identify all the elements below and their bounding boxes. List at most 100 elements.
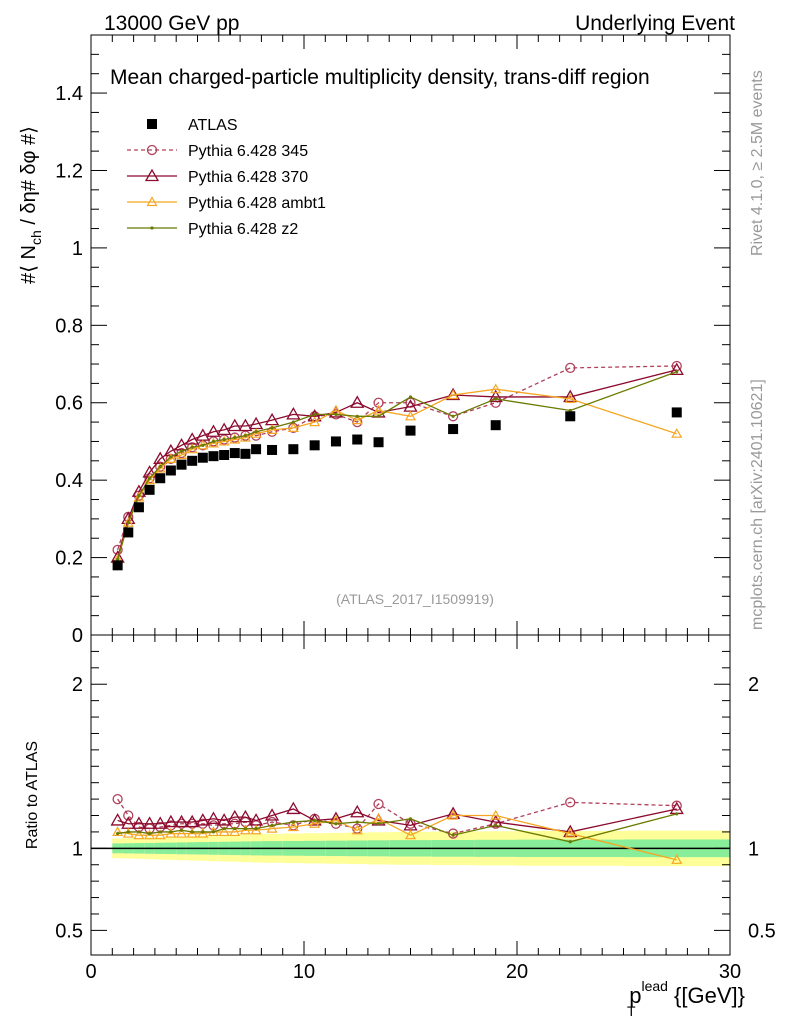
ratio-point	[112, 793, 123, 805]
ratio-point	[163, 814, 178, 828]
legend-item: Pythia 6.428 345	[127, 143, 308, 160]
main-point	[179, 449, 184, 453]
main-point	[116, 557, 120, 562]
ratio-point	[153, 816, 168, 829]
main-point	[288, 444, 299, 455]
ratio-bands	[91, 830, 730, 867]
main-point	[218, 434, 230, 445]
main-point	[563, 389, 578, 403]
main-point	[206, 424, 221, 437]
main-point	[408, 395, 413, 399]
main-point	[123, 527, 134, 538]
main-point	[376, 414, 381, 418]
legend-label: Pythia 6.428 z2	[188, 221, 298, 238]
ratio-point	[175, 827, 188, 838]
ratio-point	[334, 822, 338, 826]
main-point	[218, 435, 230, 446]
ratio-point	[174, 814, 189, 828]
ratio-point	[563, 824, 578, 838]
ratio-y-tick-label: 2	[72, 674, 83, 696]
main-point	[208, 436, 219, 447]
ratio-point	[355, 820, 359, 824]
ratio-point	[494, 823, 498, 827]
legend: ATLAS Pythia 6.428 345 Pythia 6.428 370 Pyt…	[127, 117, 326, 238]
legend-label: Pythia 6.428 ambt1	[188, 195, 326, 212]
x-label-main: p	[629, 983, 641, 1008]
main-point	[565, 362, 576, 374]
main-point	[154, 462, 166, 473]
main-point	[373, 404, 385, 415]
header-right: Underlying Event	[575, 12, 735, 35]
x-axis-label: plead {[GeV]}	[629, 978, 745, 1008]
ratio-point	[122, 827, 134, 838]
main-series-pythia-6-428-370	[110, 362, 684, 563]
legend-marker	[144, 168, 160, 182]
main-point	[233, 435, 237, 440]
main-point	[494, 397, 498, 401]
main-point	[137, 494, 141, 498]
main-point	[239, 431, 251, 442]
main-point	[351, 414, 363, 425]
legend-label: Pythia 6.428 370	[188, 169, 308, 186]
main-point	[126, 521, 130, 525]
main-point	[669, 362, 684, 375]
main-point	[287, 422, 299, 433]
x-label-unit: {[GeV]}	[668, 983, 745, 1008]
ratio-point	[201, 830, 205, 834]
ratio-point	[222, 827, 226, 831]
main-point	[251, 444, 262, 455]
main-series-pythia-6-428-ambt1	[112, 383, 683, 564]
y-tick-label: 0.8	[55, 315, 83, 337]
ratio-point	[126, 830, 130, 834]
ratio-point	[190, 830, 194, 834]
main-point	[197, 452, 208, 463]
main-point	[208, 451, 219, 462]
y-tick-label: 0	[72, 625, 83, 647]
ratio-series-line	[117, 814, 677, 861]
ratio-point	[565, 797, 576, 808]
main-point	[187, 455, 198, 466]
ratio-point	[158, 830, 162, 834]
ratio-frame	[90, 634, 731, 956]
main-series-line	[117, 388, 677, 560]
y-tick-label: 0.4	[55, 470, 83, 492]
main-point	[309, 416, 321, 427]
main-point	[568, 408, 572, 413]
ratio-point	[211, 830, 216, 834]
main-point	[309, 440, 320, 451]
main-series-line	[117, 371, 677, 560]
ratio-y-tick-label: 0.5	[55, 920, 83, 942]
main-point	[229, 432, 240, 443]
main-point	[291, 420, 295, 424]
main-point	[270, 426, 274, 430]
ratio-point	[165, 827, 177, 838]
main-frame	[90, 34, 731, 636]
main-point	[671, 407, 682, 418]
legend-item: ATLAS	[147, 117, 238, 134]
main-series-pythia-6-428-z2	[116, 370, 679, 562]
main-point	[355, 414, 359, 418]
legend-marker	[146, 196, 158, 207]
ratio-point	[445, 806, 461, 820]
x-tick-label: 0	[85, 961, 96, 983]
main-point	[488, 389, 503, 403]
ratio-point	[186, 827, 198, 838]
legend-label: ATLAS	[188, 117, 238, 134]
ratio-axis-ticks: 0.5 0.51 12 20 10 20 30	[55, 635, 776, 983]
main-point	[404, 410, 417, 421]
ratio-series	[110, 793, 684, 864]
ratio-point	[254, 827, 258, 831]
watermark: (ATLAS_2017_I1509919)	[336, 591, 494, 607]
y-tick-label: 0.6	[55, 393, 83, 415]
ratio-point	[195, 813, 210, 826]
chart-title: Mean charged-particle multiplicity densi…	[110, 66, 650, 89]
ratio-point	[147, 831, 152, 836]
ratio-point	[286, 801, 301, 815]
main-point	[313, 412, 317, 416]
main-point	[373, 437, 384, 448]
main-series-atlas	[112, 407, 682, 571]
ratio-point	[227, 809, 242, 823]
ratio-point	[123, 810, 134, 821]
ratio-point	[154, 829, 166, 840]
ratio-point	[309, 817, 321, 828]
